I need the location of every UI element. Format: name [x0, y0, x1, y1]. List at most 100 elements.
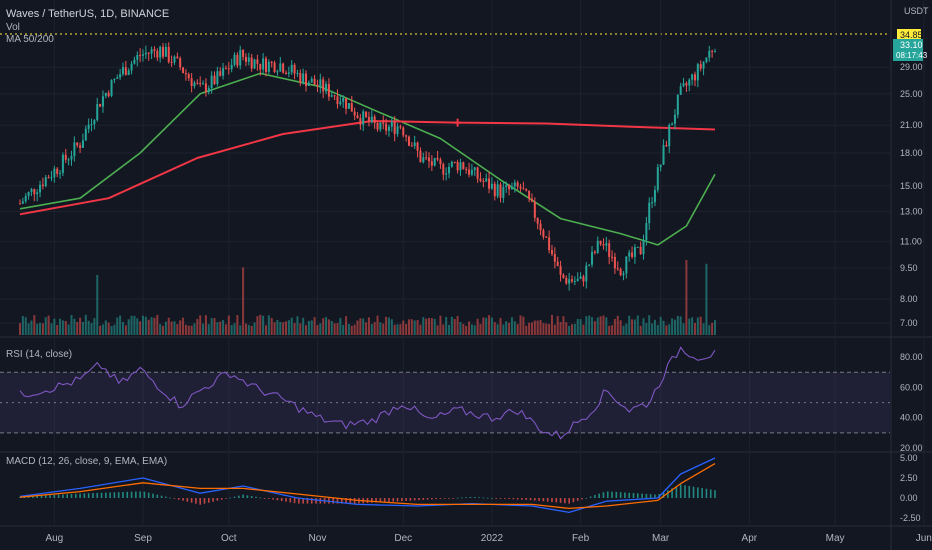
volume-bar — [553, 324, 556, 335]
volume-bar — [213, 318, 216, 335]
volume-bar — [702, 323, 705, 335]
volume-bar — [671, 318, 674, 335]
candle-body — [244, 56, 247, 62]
volume-bar — [425, 318, 428, 335]
candle-body — [382, 122, 385, 124]
candle-body — [262, 58, 265, 70]
volume-bar — [50, 323, 53, 335]
volume-bar — [365, 322, 368, 335]
candle-body — [19, 203, 22, 205]
rsi-legend: RSI (14, close) — [6, 349, 72, 360]
volume-bar — [327, 319, 330, 335]
macd-histogram-bar — [409, 498, 412, 501]
macd-histogram-bar — [255, 496, 257, 498]
macd-histogram-bar — [32, 496, 34, 498]
candle-body — [416, 142, 419, 151]
macd-histogram-bar — [503, 498, 506, 499]
candle-body — [608, 243, 611, 257]
volume-bar — [299, 323, 302, 335]
candle-body — [693, 74, 696, 81]
volume-bar — [673, 319, 676, 335]
candle-body — [468, 169, 471, 175]
macd-histogram-bar — [568, 498, 570, 504]
volume-bar — [325, 317, 328, 335]
volume-bar — [539, 319, 542, 335]
candle-body — [305, 73, 308, 87]
volume-bar — [693, 322, 696, 335]
time-tick-label: Jun — [916, 533, 932, 544]
macd-histogram-bar — [392, 498, 395, 502]
ma200-line — [19, 120, 716, 216]
macd-histogram-bar — [173, 498, 176, 499]
volume-bar — [256, 316, 259, 335]
candle-body — [259, 63, 262, 70]
volume-bar — [239, 325, 242, 335]
macd-histogram-bar — [298, 498, 300, 504]
macd-histogram-bar — [667, 490, 669, 498]
macd-tick-label: 5.00 — [900, 453, 918, 463]
macd-histogram-bar — [632, 493, 635, 498]
volume-bar — [302, 317, 305, 335]
candle-body — [270, 61, 273, 63]
macd-histogram-bar — [418, 498, 420, 501]
volume-bar — [36, 323, 39, 335]
macd-histogram-bar — [135, 491, 137, 498]
volume-bar — [142, 315, 144, 335]
volume-bar — [662, 320, 665, 335]
candle-body — [470, 170, 473, 175]
macd-histogram-bar — [439, 498, 442, 499]
candle-body — [325, 83, 328, 92]
volume-bar — [279, 322, 282, 335]
candle-body — [676, 94, 679, 115]
macd-histogram-bar — [113, 492, 116, 498]
candle-body — [345, 97, 348, 109]
macd-histogram-bar — [242, 494, 244, 498]
candle-body — [227, 68, 230, 70]
candle-body — [505, 185, 508, 187]
volume-bar — [356, 320, 359, 335]
macd-histogram-bar — [714, 490, 716, 498]
candlesticks — [19, 42, 716, 291]
candle-body — [545, 236, 548, 238]
volume-bar — [127, 319, 130, 335]
volume-bar — [416, 320, 419, 335]
candle-body — [222, 68, 225, 76]
volume-bar — [187, 325, 190, 335]
macd-histogram-bar — [701, 488, 703, 498]
candle-body — [61, 154, 64, 173]
volume-bar — [176, 324, 179, 335]
volume-bar — [224, 324, 227, 335]
macd-tick-label: 2.50 — [900, 473, 918, 483]
volume-bar — [330, 320, 333, 335]
candle-body — [393, 121, 396, 134]
macd-histogram-bar — [92, 493, 94, 498]
volume-bar — [296, 316, 299, 335]
volume-bar — [468, 321, 471, 335]
volume-bar — [167, 317, 170, 335]
macd-histogram-bar — [426, 498, 429, 500]
volume-bar — [419, 324, 422, 335]
macd-histogram-bar — [692, 486, 695, 498]
macd-histogram-bar — [422, 498, 425, 500]
volume-bar — [382, 323, 385, 335]
volume-bar — [399, 324, 402, 335]
candle-body — [101, 96, 104, 107]
volume-bar — [496, 324, 499, 335]
candle-body — [30, 188, 33, 193]
candle-body — [613, 256, 616, 269]
volume-bar — [147, 319, 150, 335]
candle-body — [439, 159, 442, 165]
volume-bar — [613, 318, 616, 335]
volume-bar — [373, 322, 376, 335]
macd-histogram-bar — [122, 491, 124, 498]
candle-body — [508, 185, 511, 190]
volume-bar — [96, 275, 99, 335]
volume-bar — [616, 315, 619, 335]
price-tick-label: 8.00 — [900, 294, 918, 304]
volume-bar — [21, 316, 24, 335]
price-tick-label: 13.00 — [900, 207, 923, 217]
candle-body — [79, 145, 82, 148]
volume-bar — [19, 323, 22, 335]
candle-body — [671, 123, 674, 126]
